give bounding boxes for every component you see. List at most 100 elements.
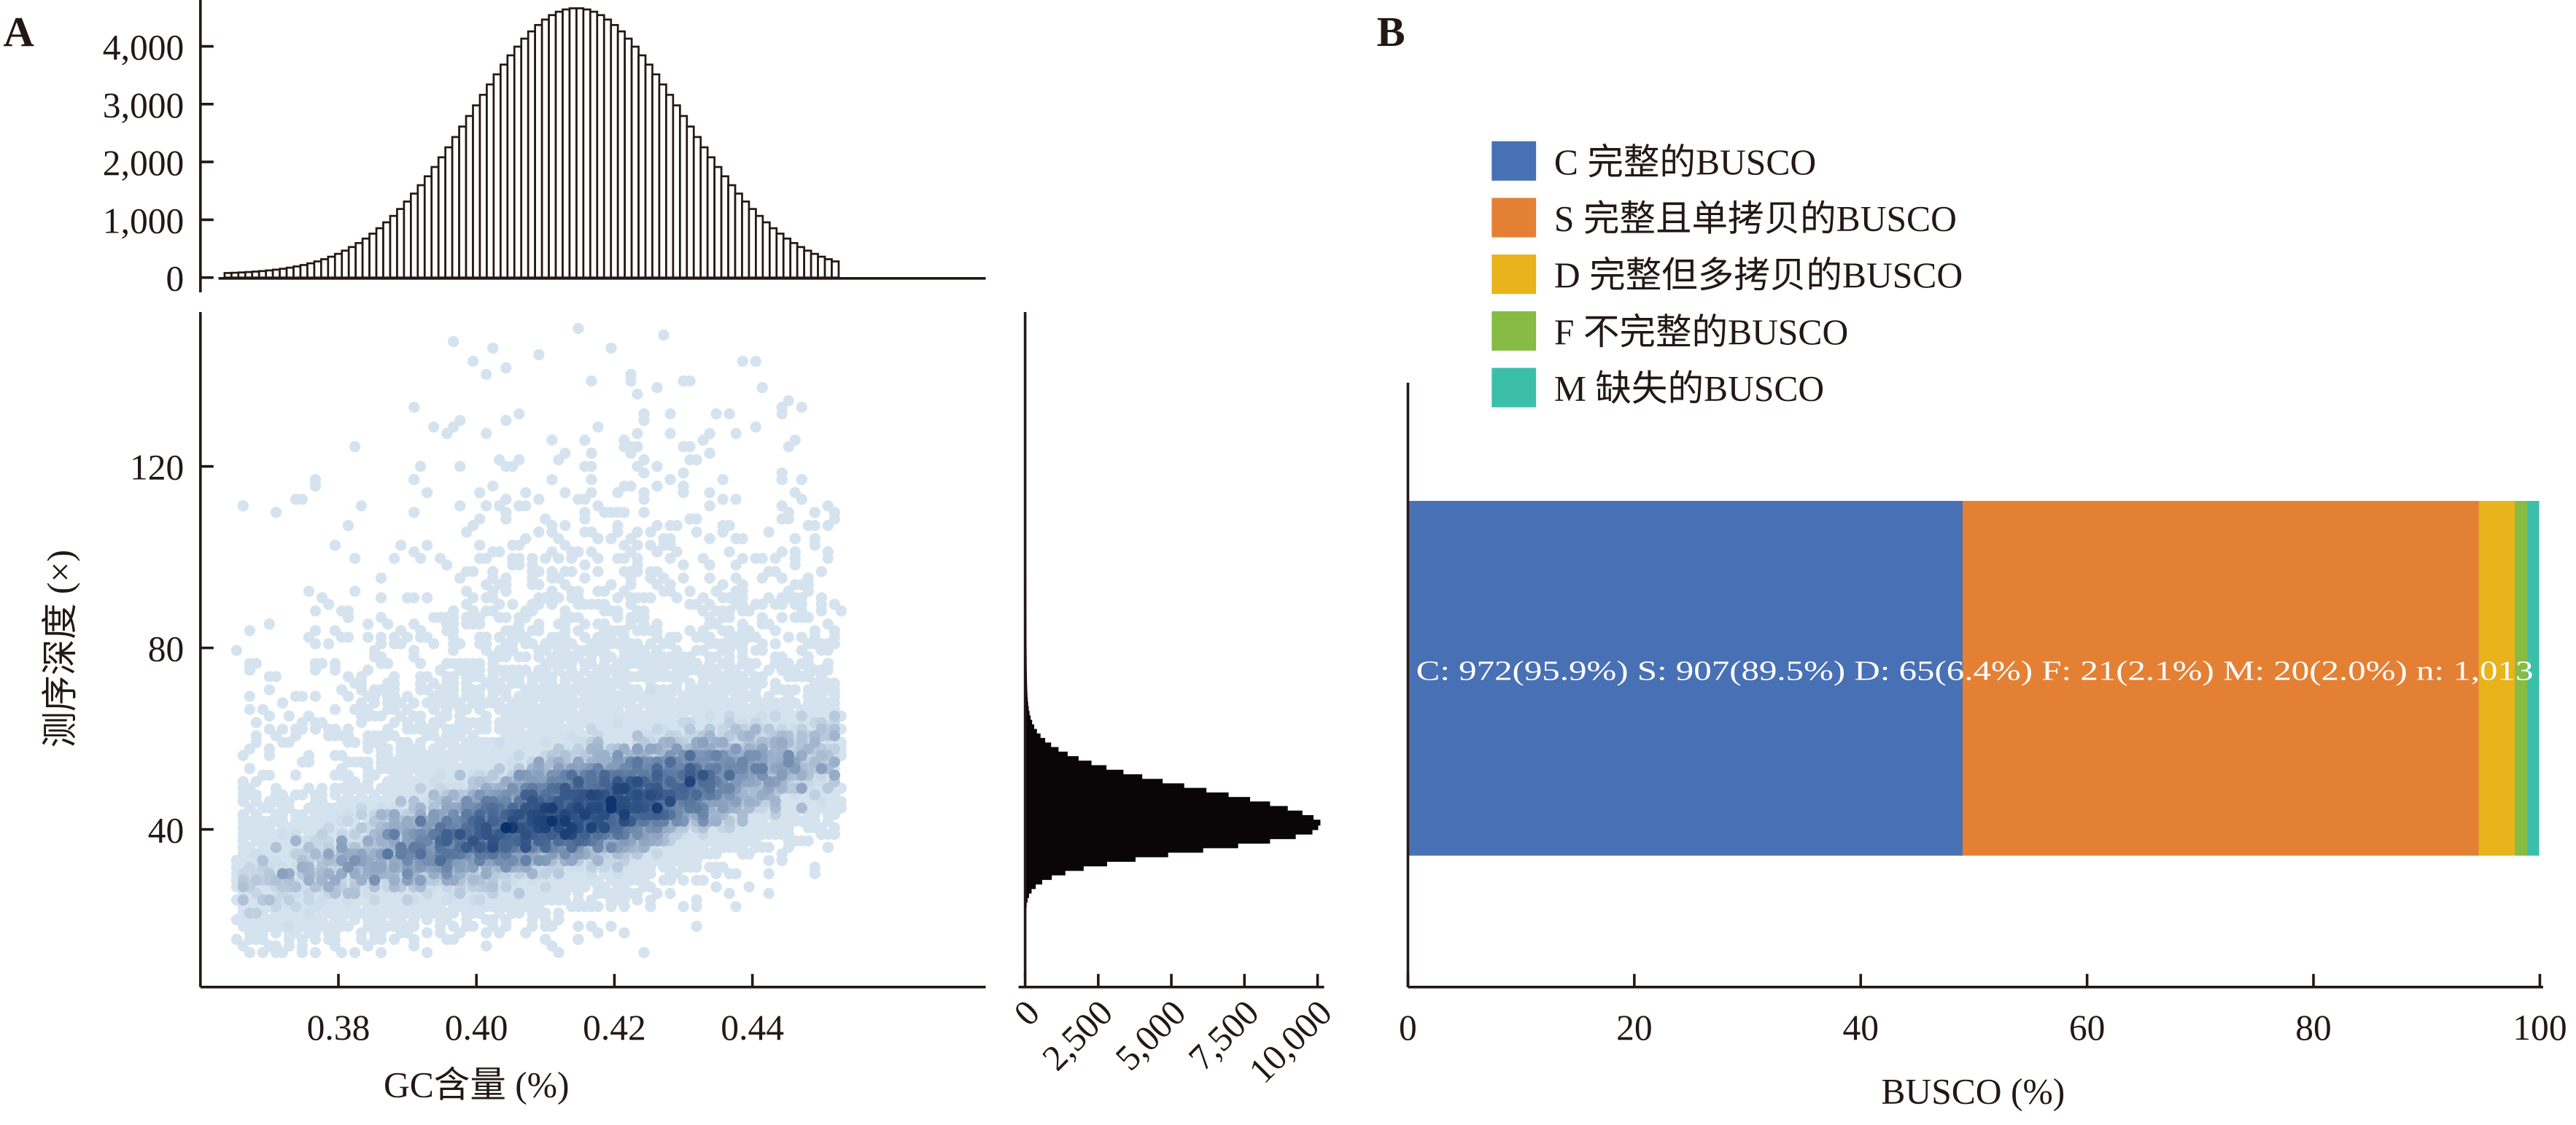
density-point <box>507 461 519 472</box>
density-point <box>592 500 604 512</box>
density-point <box>500 494 512 505</box>
density-point <box>815 605 827 617</box>
histogram-bar <box>651 73 661 279</box>
density-point <box>664 408 676 420</box>
density-point <box>500 881 512 893</box>
density-point <box>651 848 663 860</box>
density-point <box>408 401 420 413</box>
density-point <box>723 612 735 623</box>
density-point <box>651 651 663 663</box>
density-point <box>500 645 512 656</box>
density-point <box>388 631 400 643</box>
density-point <box>263 723 276 735</box>
density-point <box>605 697 617 709</box>
density-point <box>335 795 348 807</box>
density-point <box>592 927 604 939</box>
histogram-bar <box>506 54 516 279</box>
density-point <box>599 776 610 787</box>
density-point <box>546 474 558 486</box>
density-point <box>507 782 519 794</box>
y-tick-label: 4,000 <box>103 28 184 68</box>
density-point <box>586 526 597 538</box>
density-point <box>250 828 263 840</box>
density-point <box>645 592 656 604</box>
density-point <box>540 868 551 880</box>
density-point <box>481 638 492 650</box>
density-point <box>573 933 584 946</box>
density-point <box>809 789 820 801</box>
density-point <box>435 914 446 926</box>
histogram-bar <box>285 266 295 279</box>
density-point <box>579 697 591 709</box>
density-point <box>309 690 322 702</box>
density-point <box>494 454 505 466</box>
density-point <box>355 697 368 709</box>
density-point <box>750 763 761 774</box>
density-point <box>691 526 702 538</box>
density-point <box>651 802 663 814</box>
density-point <box>750 815 761 827</box>
density-point <box>638 507 650 518</box>
density-point <box>750 835 761 846</box>
histogram-bar <box>437 156 447 279</box>
density-point <box>651 769 663 781</box>
histogram-bar <box>720 175 729 279</box>
histogram-bar <box>230 271 240 279</box>
density-point <box>553 553 565 564</box>
density-point <box>513 500 525 512</box>
density-point <box>618 927 630 939</box>
density-point <box>474 894 486 906</box>
density-point <box>500 414 512 427</box>
density-point <box>481 927 492 939</box>
density-point <box>349 677 361 689</box>
density-point <box>638 454 650 466</box>
density-point <box>756 381 768 394</box>
density-point <box>441 658 453 669</box>
density-point <box>388 697 400 709</box>
histogram-bar <box>692 136 702 279</box>
histogram-bar <box>768 227 778 279</box>
density-point <box>250 874 263 887</box>
busco-legend: C 完整的BUSCO S 完整且单拷贝的BUSCO D 完整但多拷贝的BUSCO F … <box>1491 141 1963 409</box>
busco-label-part: F: 21(2.1%) <box>2033 656 2214 687</box>
x-tick-label: 20 <box>1616 1008 1653 1048</box>
density-point <box>401 592 414 604</box>
density-point <box>664 756 676 768</box>
density-point <box>454 887 466 900</box>
density-point <box>237 776 249 787</box>
density-point <box>671 677 683 689</box>
density-point <box>776 769 788 781</box>
density-point <box>408 940 420 952</box>
density-point <box>796 401 807 413</box>
density-point <box>789 684 801 696</box>
density-point <box>605 900 617 913</box>
density-point <box>684 441 696 453</box>
density-point <box>329 940 341 952</box>
density-point <box>237 881 249 893</box>
density-point <box>796 494 807 505</box>
density-point <box>513 769 525 781</box>
density-point <box>283 940 295 952</box>
density-point <box>809 664 820 676</box>
density-point <box>658 585 670 597</box>
density-point <box>401 769 414 781</box>
density-point <box>329 920 341 933</box>
density-point <box>579 559 591 571</box>
gc-histogram-y-axis: 0 1,000 2,000 3,000 4,000 <box>103 0 986 299</box>
density-point <box>408 618 420 630</box>
density-point <box>422 946 433 959</box>
x-tick-label: 100 <box>2513 1008 2567 1048</box>
density-point <box>375 861 387 873</box>
histogram-bar <box>375 227 384 279</box>
histogram-bar <box>458 125 468 279</box>
density-point <box>329 664 341 676</box>
histogram-bar <box>734 192 743 279</box>
density-point <box>632 730 643 741</box>
density-point <box>428 789 440 801</box>
histogram-bar <box>478 93 488 279</box>
density-point <box>527 795 538 807</box>
density-point <box>368 933 381 946</box>
density-point <box>388 553 400 564</box>
histogram-bar <box>313 260 322 279</box>
histogram-bar <box>444 146 454 279</box>
